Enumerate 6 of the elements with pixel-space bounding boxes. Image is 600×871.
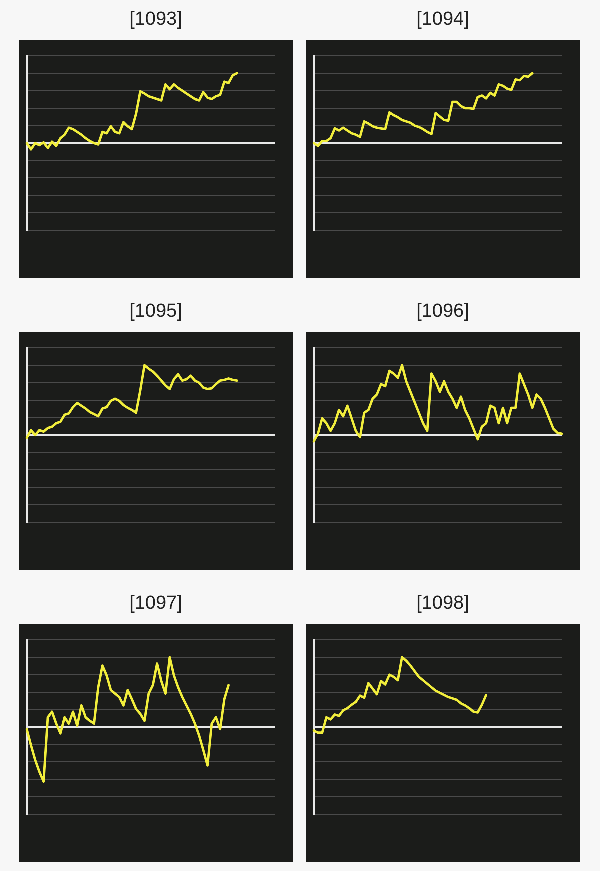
chart-title: [1096]: [416, 300, 470, 324]
chart-title: [1095]: [128, 300, 184, 324]
chart-title: [1098]: [416, 592, 470, 616]
chart-title: [1094]: [416, 8, 470, 32]
chart-title: [1097]: [128, 592, 184, 616]
chart-title: [1093]: [128, 8, 184, 32]
